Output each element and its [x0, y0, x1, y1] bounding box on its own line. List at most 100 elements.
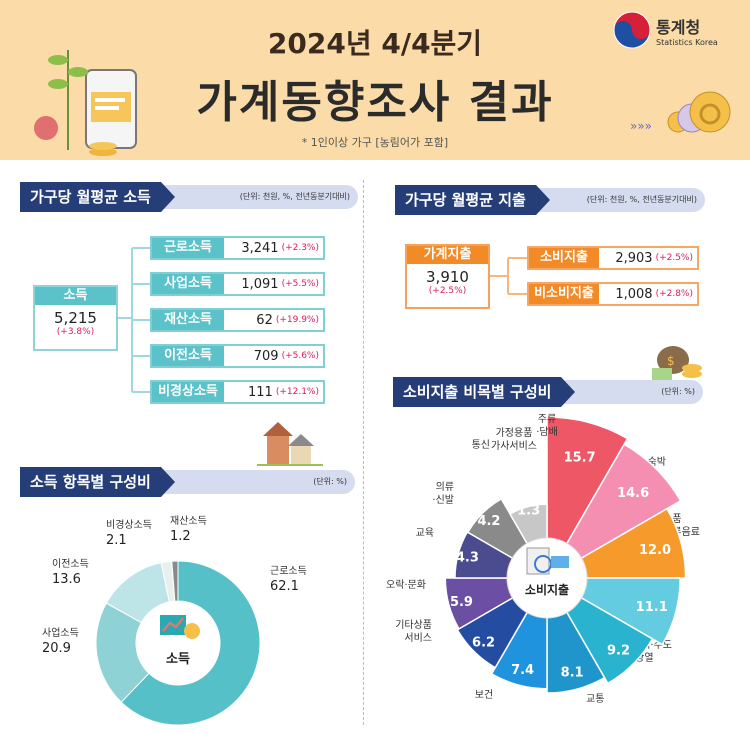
consumption-segment-value: 6.2	[472, 635, 495, 650]
report-period: 2024년 4/4분기	[267, 27, 483, 60]
income-item-label: 이전소득	[152, 346, 224, 366]
income-item-change: (+19.9%)	[275, 315, 319, 325]
income-donut-center	[137, 602, 219, 684]
money-bag-illustration: »»»	[630, 80, 740, 144]
svg-text:»»»: »»»	[630, 119, 652, 133]
title-arrow	[561, 377, 576, 407]
income-item-change: (+5.6%)	[281, 351, 319, 361]
income-item-label: 근로소득	[152, 238, 224, 258]
statistics-korea-logo: 통계청 Statistics Korea	[612, 10, 718, 50]
income-donut-chart: 소득 근로소득 62.1 사업소득 20.9 이전소득 13.6 비경상소득 2.1 재산소득 1.…	[42, 515, 307, 726]
income-slice-label: 사업소득	[42, 626, 79, 639]
consumption-category-label: 보건	[475, 689, 493, 701]
income-item: 이전소득 709 (+5.6%)	[150, 344, 325, 368]
consumption-category-label: ·담배	[536, 426, 558, 438]
income-item-value: 1,091	[241, 276, 279, 292]
expenditure-item-value: 1,008	[615, 286, 653, 302]
income-slice-value: 1.2	[170, 529, 191, 544]
income-total-box: 소득 5,215 (+3.8%)	[33, 285, 118, 351]
income-total-change: (+3.8%)	[56, 327, 95, 337]
report-title: 가계동향조사 결과	[196, 77, 554, 128]
income-item-value: 709	[253, 348, 279, 364]
consumption-segment-value: 4.3	[456, 551, 479, 566]
logo-korean: 통계청	[656, 17, 701, 37]
income-section-header: (단위: 천원, %, 전년동분기대비) 가구당 월평균 소득	[20, 182, 358, 212]
expenditure-item-change: (+2.8%)	[655, 289, 693, 299]
income-slice-label: 이전소득	[52, 558, 89, 570]
consumption-category-label: ·신발	[432, 494, 454, 506]
chart-money-icon	[160, 615, 200, 639]
income-slice-value: 20.9	[42, 641, 71, 656]
income-slice	[171, 560, 179, 602]
consumption-segment-value: 11.1	[636, 600, 668, 615]
consumption-segment-value: 8.1	[561, 666, 584, 681]
income-item-value: 3,241	[241, 240, 279, 256]
consumption-segment-value: 15.7	[564, 450, 596, 465]
income-item-value: 62	[256, 312, 273, 328]
expenditure-connector-lines	[490, 257, 528, 295]
expenditure-item-value: 2,903	[615, 250, 653, 266]
consumption-comp-section-header: (단위: %) 소비지출 비목별 구성비	[393, 377, 703, 407]
income-total-value: 5,215	[54, 309, 97, 327]
income-comp-section-title: 소득 항목별 구성비	[20, 467, 161, 497]
taegeuk-icon	[613, 11, 651, 49]
consumption-category-label: 오락·문화	[386, 579, 426, 591]
money-bag-coins-illustration: $	[652, 346, 702, 380]
income-item-value: 111	[248, 384, 273, 400]
income-slice-label: 근로소득	[270, 565, 307, 577]
consumption-chart-center-label: 소비지출	[525, 582, 569, 597]
expenditure-item: 비소비지출 1,008 (+2.8%)	[527, 282, 699, 306]
svg-text:$: $	[667, 354, 675, 368]
consumption-segment-value: 14.6	[617, 486, 649, 501]
income-item-change: (+5.5%)	[281, 279, 319, 289]
title-arrow	[160, 467, 175, 497]
expenditure-total-label: 가계지출	[407, 246, 488, 264]
income-unit: (단위: 천원, %, 전년동분기대비)	[140, 185, 358, 209]
income-item: 근로소득 3,241 (+2.3%)	[150, 236, 325, 260]
consumption-segment-value: 12.0	[639, 543, 671, 558]
consumption-radial-chart: 15.7음식·숙박14.6식료품비주류음료12.0주거·수도·광열11.1교통9…	[386, 413, 700, 705]
consumption-comp-section-title: 소비지출 비목별 구성비	[393, 377, 562, 407]
consumption-category-label: 의류	[436, 481, 454, 493]
logo-english: Statistics Korea	[656, 37, 718, 47]
income-slice-label: 비경상소득	[106, 518, 152, 531]
income-item-change: (+12.1%)	[275, 387, 319, 397]
income-item-label: 비경상소득	[152, 382, 224, 402]
expenditure-total-value: 3,910	[426, 268, 469, 286]
consumption-segment-value: 1.3	[517, 503, 540, 518]
expenditure-section-header: (단위: 천원, %, 전년동분기대비) 가구당 월평균 지출	[395, 185, 705, 215]
expenditure-item-change: (+2.5%)	[655, 253, 693, 263]
income-item-label: 사업소득	[152, 274, 224, 294]
plant-phone-illustration	[28, 40, 158, 164]
expenditure-item-label: 소비지출	[529, 248, 599, 268]
income-total-label: 소득	[35, 287, 116, 305]
report-note: * 1인이상 가구 [농림어가 포함]	[301, 136, 449, 149]
consumption-category-label: 가정용품	[496, 427, 533, 439]
consumption-category-label: 통신	[472, 439, 490, 451]
consumption-category-label: 주류	[538, 413, 556, 425]
income-section-title: 가구당 월평균 소득	[20, 182, 161, 212]
consumption-category-label: 기타상품	[395, 619, 432, 631]
header-banner: 2024년 4/4분기 가계동향조사 결과 * 1인이상 가구 [농림어가 포함…	[0, 0, 750, 160]
income-donut-center-label: 소득	[166, 652, 190, 667]
consumption-segment-value: 9.2	[607, 644, 630, 659]
expenditure-section-title: 가구당 월평균 지출	[395, 185, 536, 215]
expenditure-total-box: 가계지출 3,910 (+2.5%)	[405, 244, 490, 309]
income-slice-value: 62.1	[270, 579, 299, 594]
income-connector-lines	[118, 247, 150, 393]
income-item-label: 재산소득	[152, 310, 224, 330]
section-divider	[363, 180, 364, 725]
income-item: 비경상소득 111 (+12.1%)	[150, 380, 325, 404]
receipt-card-icon	[526, 547, 569, 575]
income-comp-unit: (단위: %)	[140, 470, 355, 494]
income-comp-section-header: (단위: %) 소득 항목별 구성비	[20, 467, 355, 497]
consumption-category-label: 가사서비스	[491, 440, 537, 452]
expenditure-total-change: (+2.5%)	[428, 286, 467, 296]
houses-illustration	[257, 422, 323, 466]
income-item: 사업소득 1,091 (+5.5%)	[150, 272, 325, 296]
expenditure-unit: (단위: 천원, %, 전년동분기대비)	[535, 188, 705, 212]
consumption-category-label: 교육	[416, 527, 434, 539]
income-slice-value: 2.1	[106, 533, 127, 548]
consumption-segment-value: 4.2	[477, 514, 500, 529]
expenditure-item: 소비지출 2,903 (+2.5%)	[527, 246, 699, 270]
